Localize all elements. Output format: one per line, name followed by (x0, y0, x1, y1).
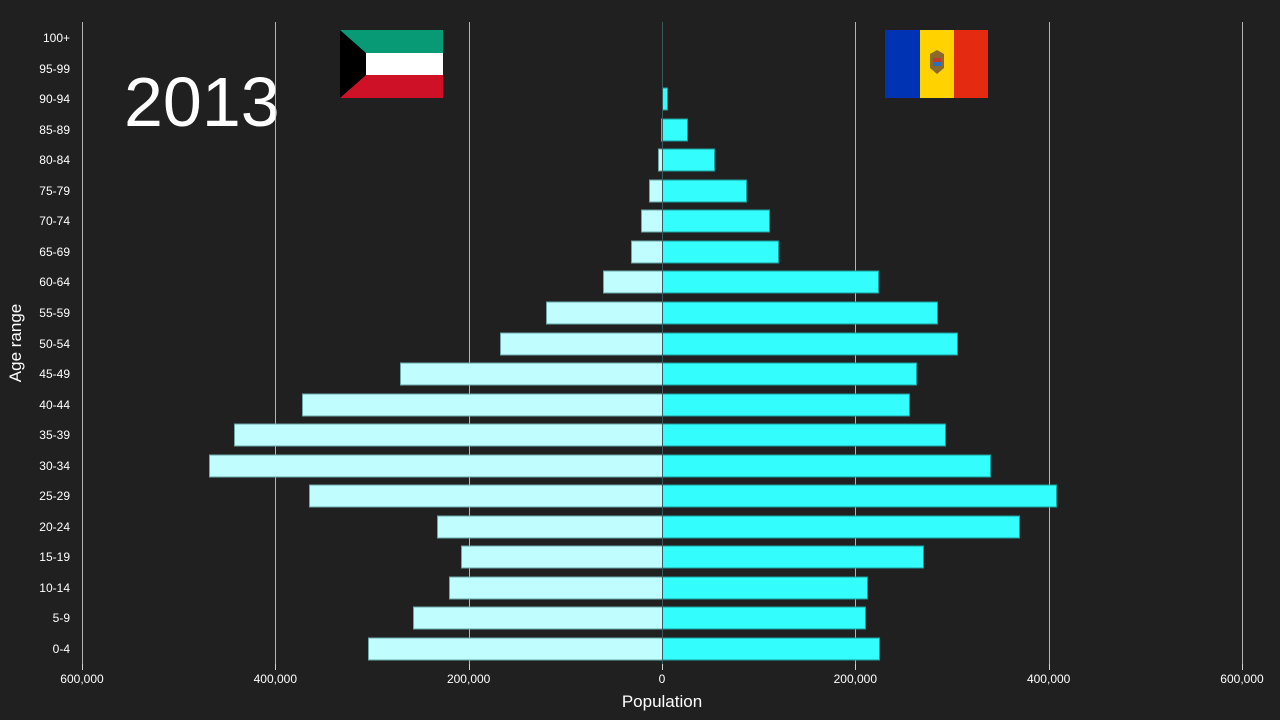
bar-left-10-14 (449, 576, 662, 600)
x-tick (1242, 664, 1243, 670)
kuwait-flag-icon (340, 30, 443, 98)
bar-left-5-9 (412, 606, 662, 630)
y-tick-label: 5-9 (52, 611, 70, 626)
year-label: 2013 (124, 63, 280, 141)
y-tick-label: 25-29 (39, 489, 70, 504)
bar-right-55-59 (662, 301, 939, 325)
bar-right-90-94 (662, 87, 668, 111)
bar-right-70-74 (662, 209, 771, 233)
zero-axis-line (662, 22, 663, 664)
y-tick-label: 45-49 (39, 367, 70, 382)
moldova-flag-icon (885, 30, 988, 98)
y-tick-label: 65-69 (39, 244, 70, 259)
plot-area (82, 22, 1243, 670)
bar-right-10-14 (662, 576, 868, 600)
y-tick-label: 90-94 (39, 92, 70, 107)
bar-right-0-4 (662, 637, 880, 661)
bar-left-0-4 (368, 637, 662, 661)
y-tick-label: 30-34 (39, 458, 70, 473)
bar-right-5-9 (662, 606, 866, 630)
bar-right-80-84 (662, 148, 716, 172)
x-tick (275, 664, 277, 670)
x-tick (855, 664, 857, 670)
gridline (468, 22, 470, 664)
y-tick-label: 40-44 (39, 397, 70, 412)
x-tick (468, 664, 470, 670)
y-tick-label: 50-54 (39, 336, 70, 351)
y-tick-label: 10-14 (39, 580, 70, 595)
gridline (275, 22, 277, 664)
y-tick-label: 95-99 (39, 61, 70, 76)
bar-left-70-74 (640, 209, 662, 233)
bar-left-20-24 (436, 515, 662, 539)
bar-right-40-44 (662, 393, 911, 417)
x-tick-label: 200,000 (446, 672, 491, 686)
x-axis-label: Population (621, 692, 703, 711)
x-tick-label: 400,000 (253, 672, 298, 686)
bar-right-85-89 (662, 118, 689, 142)
x-tick-label: 400,000 (1026, 672, 1071, 686)
bar-left-85-89 (660, 118, 662, 142)
y-tick-label: 80-84 (39, 153, 70, 168)
x-tick (662, 664, 663, 670)
bar-left-15-19 (460, 545, 662, 569)
y-tick-label: 85-89 (39, 122, 70, 137)
gridline (1242, 22, 1243, 664)
bar-right-75-79 (662, 179, 748, 203)
y-tick-label: 35-39 (39, 428, 70, 443)
bar-right-25-29 (662, 484, 1058, 508)
gridline (1048, 22, 1050, 664)
bar-right-35-39 (662, 423, 947, 447)
y-axis-label: Age range (6, 303, 25, 383)
x-tick-label: 0 (658, 672, 666, 686)
bar-left-30-34 (208, 454, 662, 478)
bar-right-30-34 (662, 454, 991, 478)
bar-right-15-19 (662, 545, 924, 569)
bar-left-55-59 (546, 301, 662, 325)
bar-left-80-84 (658, 148, 662, 172)
x-tick (82, 664, 83, 670)
y-tick-label: 60-64 (39, 275, 70, 290)
y-tick-label: 100+ (42, 31, 70, 45)
y-tick-label: 55-59 (39, 305, 70, 320)
y-tick-label: 15-19 (39, 550, 70, 565)
bar-left-60-64 (603, 270, 662, 294)
x-tick-label: 600,000 (60, 672, 104, 686)
bar-right-65-69 (662, 240, 779, 264)
bar-left-45-49 (400, 362, 662, 386)
bar-left-65-69 (631, 240, 662, 264)
bar-right-45-49 (662, 362, 918, 386)
y-tick-label: 75-79 (39, 183, 70, 198)
y-tick-label: 70-74 (39, 214, 70, 229)
bar-left-75-79 (649, 179, 662, 203)
bar-right-60-64 (662, 270, 879, 294)
x-tick (1048, 664, 1050, 670)
y-tick-label: 20-24 (39, 519, 70, 534)
bar-left-25-29 (309, 484, 662, 508)
bar-left-35-39 (233, 423, 662, 447)
bar-left-40-44 (302, 393, 662, 417)
gridline (82, 22, 83, 664)
bar-right-50-54 (662, 332, 958, 355)
bar-left-50-54 (499, 332, 662, 355)
x-tick-label: 600,000 (1220, 672, 1264, 686)
bar-right-20-24 (662, 515, 1020, 539)
x-tick-label: 200,000 (833, 672, 878, 686)
y-tick-label: 0-4 (52, 642, 70, 656)
